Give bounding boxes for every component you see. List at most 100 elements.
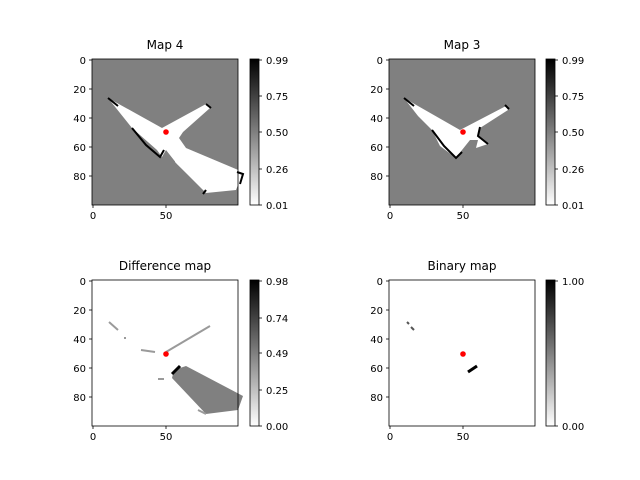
y-tick-label: 60	[370, 364, 383, 375]
y-tick-label: 40	[370, 114, 383, 125]
colorbar-tick-label: 0.00	[266, 422, 288, 433]
wall-segment	[236, 171, 245, 185]
difference-wall	[170, 364, 182, 376]
colorbar-tick-label: 0.99	[562, 56, 584, 67]
wall-segment	[476, 126, 489, 145]
robot-marker	[460, 351, 466, 357]
x-tick-label: 50	[160, 211, 173, 222]
colorbar-tick-label: 0.50	[266, 128, 288, 139]
y-tick-label: 60	[73, 143, 86, 154]
difference-corridor	[172, 366, 243, 414]
free-area-shape	[404, 98, 508, 158]
wall-segment	[107, 97, 119, 107]
wall-segment	[504, 104, 510, 110]
plot-frame	[388, 58, 536, 206]
colorbar-tick-label: 0.26	[266, 165, 288, 176]
x-axis: 0 50	[387, 426, 470, 443]
colorbar-gradient	[546, 59, 555, 205]
free-corridor-shape	[175, 150, 243, 193]
colorbar-tick-label: 0.75	[266, 92, 288, 103]
colorbar-tick-label: 0.26	[562, 165, 584, 176]
difference-arm	[165, 325, 211, 353]
y-tick-label: 60	[370, 143, 383, 154]
x-tick-label: 0	[387, 211, 393, 222]
panel-map-3: Map 3 0 20 40 60 80 0 50	[370, 38, 584, 222]
robot-marker	[163, 129, 169, 135]
difference-fragment	[197, 409, 207, 415]
y-tick-label: 0	[377, 56, 383, 67]
x-tick-label: 0	[90, 432, 96, 443]
y-tick-label: 40	[370, 335, 383, 346]
panel-title: Binary map	[427, 259, 496, 273]
colorbar: 0.99 0.75 0.50 0.26 0.01	[249, 56, 288, 212]
difference-arm	[108, 321, 119, 331]
panel-map-4: Map 4 0 20 40 60 80	[73, 38, 288, 222]
wall-segment	[131, 127, 165, 159]
x-axis: 0 50	[90, 426, 173, 443]
x-tick-label: 50	[457, 211, 470, 222]
colorbar: 1.00 0.00	[545, 277, 584, 433]
free-space-region	[108, 98, 243, 193]
binary-segment	[467, 364, 478, 374]
colorbar-gradient	[250, 59, 259, 205]
wall-segment	[431, 129, 463, 160]
colorbar-tick-label: 1.00	[562, 277, 584, 288]
y-tick-label: 20	[73, 306, 86, 317]
difference-fragment	[140, 349, 156, 353]
free-space-region	[404, 98, 508, 158]
y-tick-label: 80	[370, 393, 383, 404]
wall-segment	[205, 103, 212, 109]
difference-region	[108, 321, 243, 415]
x-axis: 0 50	[387, 205, 470, 222]
y-axis: 0 20 40 60 80	[370, 277, 389, 404]
y-tick-label: 0	[80, 56, 86, 67]
x-tick-label: 0	[387, 432, 393, 443]
colorbar-tick-label: 0.01	[266, 201, 288, 212]
y-tick-label: 80	[370, 172, 383, 183]
x-tick-label: 50	[457, 432, 470, 443]
colorbar-gradient	[250, 280, 259, 426]
wall-segment	[403, 97, 415, 107]
y-tick-label: 20	[370, 85, 383, 96]
y-tick-label: 0	[80, 277, 86, 288]
panel-title: Map 4	[147, 38, 184, 52]
colorbar-gradient	[546, 280, 555, 426]
y-tick-label: 20	[73, 85, 86, 96]
x-tick-label: 0	[90, 211, 96, 222]
binary-segment	[410, 326, 415, 331]
colorbar-tick-label: 0.98	[266, 277, 288, 288]
panel-binary-map: Binary map 0 20 40 60 80 0 50	[370, 259, 584, 443]
x-tick-label: 50	[160, 432, 173, 443]
y-tick-label: 20	[370, 306, 383, 317]
colorbar: 0.98 0.74 0.49 0.25 0.00	[249, 277, 288, 433]
colorbar-tick-label: 0.01	[562, 201, 584, 212]
robot-marker	[163, 351, 169, 357]
plot-frame	[388, 279, 536, 427]
colorbar-tick-label: 0.75	[562, 92, 584, 103]
occupied-walls	[403, 97, 510, 160]
colorbar-tick-label: 0.99	[266, 56, 288, 67]
panel-title: Map 3	[444, 38, 481, 52]
plot-frame	[91, 58, 239, 206]
colorbar-tick-label: 0.74	[266, 314, 288, 325]
robot-marker	[460, 129, 466, 135]
wall-segment	[202, 189, 207, 195]
panel-title: Difference map	[119, 259, 211, 273]
y-tick-label: 40	[73, 114, 86, 125]
plot-frame	[91, 279, 239, 427]
occupied-walls	[107, 97, 245, 195]
y-tick-label: 60	[73, 364, 86, 375]
colorbar-frame	[545, 279, 556, 427]
y-tick-label: 40	[73, 335, 86, 346]
colorbar-tick-label: 0.25	[266, 386, 288, 397]
colorbar-tick-label: 0.00	[562, 422, 584, 433]
panel-difference-map: Difference map 0 20 40 60 80	[73, 259, 288, 443]
y-axis: 0 20 40 60 80	[370, 56, 389, 183]
binary-pixels	[406, 321, 478, 374]
binary-segment	[406, 321, 410, 325]
y-tick-label: 80	[73, 172, 86, 183]
y-axis: 0 20 40 60 80	[73, 56, 92, 183]
colorbar-tick-label: 0.49	[266, 349, 288, 360]
colorbar: 0.99 0.75 0.50 0.26 0.01	[545, 56, 584, 212]
